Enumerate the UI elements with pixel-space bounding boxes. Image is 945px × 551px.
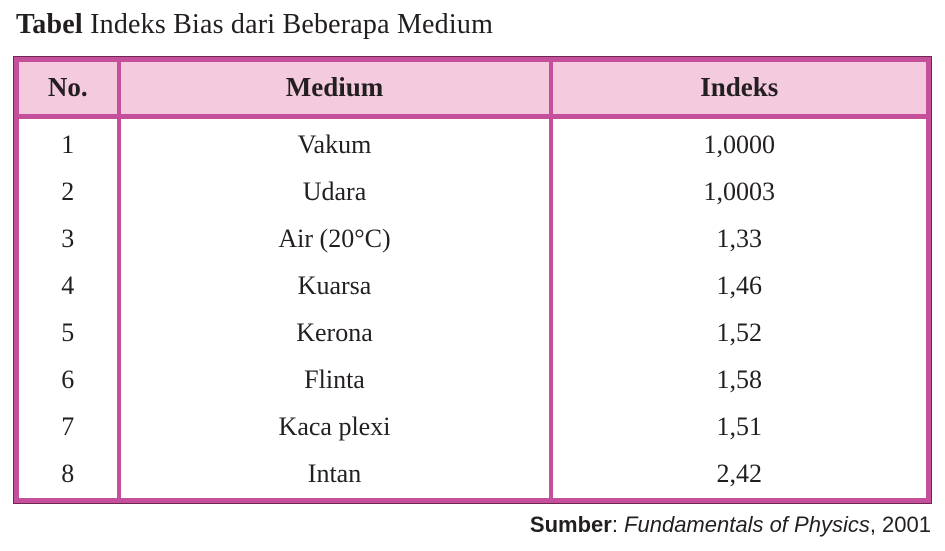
source-year: , 2001 [869, 511, 931, 537]
col-header-indeks: Indeks [548, 57, 931, 119]
cell-medium: Udara [116, 168, 553, 216]
table-row: 6 Flinta 1,58 [14, 356, 931, 404]
cell-indeks: 1,58 [548, 356, 931, 404]
table-row: 8 Intan 2,42 [14, 450, 931, 501]
title-keyword: Tabel [16, 9, 83, 40]
cell-no: 3 [14, 215, 121, 263]
cell-medium: Kerona [116, 309, 553, 357]
table-row: 3 Air (20°C) 1,33 [14, 215, 931, 263]
col-header-no: No. [14, 57, 121, 119]
source-separator: : [611, 511, 625, 537]
source-work: Fundamentals of Physics [624, 511, 870, 537]
cell-indeks: 1,0003 [548, 168, 931, 216]
cell-indeks: 1,52 [548, 309, 931, 357]
cell-medium: Air (20°C) [116, 215, 553, 263]
table-row: 1 Vakum 1,0000 [14, 116, 931, 169]
title-text: Indeks Bias dari Beberapa Medium [82, 9, 494, 40]
cell-no: 4 [14, 262, 121, 310]
table-row: 4 Kuarsa 1,46 [14, 262, 931, 310]
cell-no: 8 [14, 450, 121, 501]
cell-no: 5 [14, 309, 121, 357]
cell-no: 6 [14, 356, 121, 404]
cell-medium: Kaca plexi [116, 403, 553, 451]
cell-medium: Intan [116, 450, 553, 501]
table-row: 5 Kerona 1,52 [14, 309, 931, 357]
cell-indeks: 1,46 [548, 262, 931, 310]
cell-indeks: 2,42 [548, 450, 931, 501]
header-row: No. Medium Indeks [14, 57, 931, 119]
table-row: 2 Udara 1,0003 [14, 168, 931, 216]
cell-indeks: 1,0000 [548, 116, 931, 169]
source-caption: Sumber: Fundamentals of Physics, 2001 [14, 512, 931, 538]
cell-medium: Kuarsa [116, 262, 553, 310]
cell-indeks: 1,33 [548, 215, 931, 263]
cell-medium: Flinta [116, 356, 553, 404]
page: Tabel Indeks Bias dari Beberapa Medium N… [14, 8, 931, 538]
cell-no: 2 [14, 168, 121, 216]
source-label: Sumber [529, 511, 612, 537]
col-header-medium: Medium [116, 57, 553, 119]
table-row: 7 Kaca plexi 1,51 [14, 403, 931, 451]
page-title: Tabel Indeks Bias dari Beberapa Medium [16, 8, 931, 42]
cell-medium: Vakum [116, 116, 553, 169]
cell-no: 7 [14, 403, 121, 451]
cell-indeks: 1,51 [548, 403, 931, 451]
refractive-index-table: No. Medium Indeks 1 Vakum 1,0000 2 Udara 1,00… [14, 56, 931, 503]
cell-no: 1 [14, 116, 121, 169]
